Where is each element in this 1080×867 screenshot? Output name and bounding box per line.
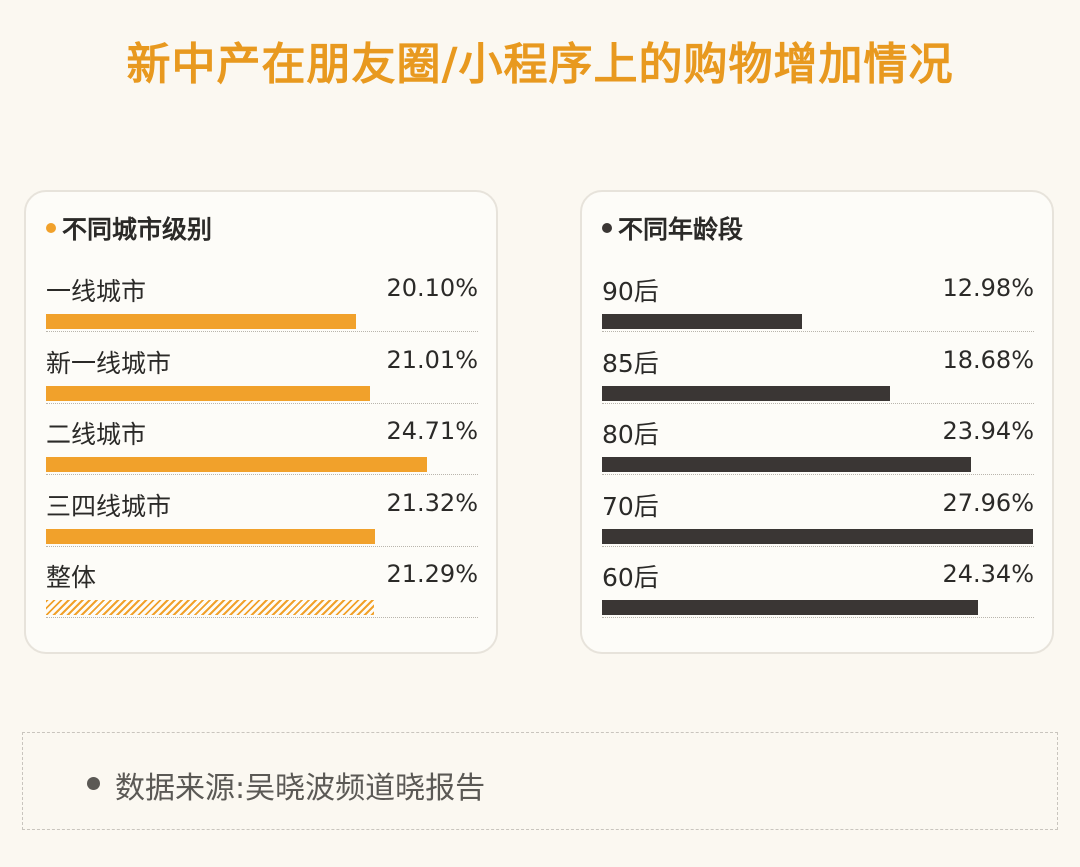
- bar: [46, 457, 428, 472]
- category-label: 整体: [46, 563, 97, 592]
- category-label: 三四线城市: [46, 491, 172, 521]
- city-level-title: 不同城市级别: [62, 215, 213, 244]
- bar: [602, 385, 891, 401]
- bar-row: 85后 18.68%: [602, 344, 1034, 414]
- bar-row: 新一线城市 21.01%: [46, 344, 478, 414]
- bar: [46, 314, 357, 329]
- category-label: 二线城市: [46, 420, 147, 449]
- city-level-panel: 不同城市级别 一线城市 20.10% 新一线城市 21.01% 二线城市 24.71% 三四…: [24, 190, 498, 654]
- age-group-title: 不同年龄段: [618, 215, 744, 244]
- bar: [602, 600, 978, 615]
- source-footer: 数据来源:吴晓波频道晓报告: [22, 732, 1058, 830]
- age-group-panel: 不同年龄段 90后 12.98% 85后 18.68% 80后 23.94% 70后 27.9…: [580, 190, 1054, 654]
- bar-row: 70后 27.96%: [602, 487, 1034, 557]
- value-label: 27.96%: [942, 488, 1034, 517]
- category-label: 一线城市: [46, 277, 147, 306]
- bar-row: 三四线城市 21.32%: [46, 487, 478, 557]
- bullet-icon: [87, 777, 100, 790]
- divider: [602, 402, 1034, 404]
- category-label: 60后: [602, 563, 659, 592]
- category-label: 85后: [602, 348, 659, 378]
- bar-row: 一线城市 20.10%: [46, 272, 478, 342]
- divider: [602, 474, 1034, 475]
- value-label: 21.32%: [386, 488, 478, 517]
- bar-row: 60后 24.34%: [602, 558, 1034, 628]
- bar: [46, 528, 375, 544]
- category-label: 新一线城市: [46, 348, 172, 378]
- divider: [602, 617, 1034, 618]
- value-label: 24.34%: [942, 560, 1034, 588]
- bullet-icon: [46, 223, 56, 233]
- bullet-icon: [602, 223, 612, 233]
- bar-row: 90后 12.98%: [602, 272, 1034, 342]
- bar: [602, 457, 972, 472]
- value-label: 23.94%: [942, 417, 1034, 445]
- source-text: 数据来源:吴晓波频道晓报告: [115, 771, 486, 806]
- bar: [602, 314, 803, 329]
- divider: [602, 331, 1034, 332]
- value-label: 21.01%: [386, 345, 478, 374]
- divider: [46, 474, 478, 475]
- value-label: 21.29%: [386, 560, 478, 588]
- page-title: 新中产在朋友圈/小程序上的购物增加情况: [126, 39, 954, 90]
- bar: [602, 528, 1034, 544]
- divider: [46, 402, 478, 404]
- bar: [46, 600, 375, 615]
- category-label: 80后: [602, 420, 659, 449]
- value-label: 12.98%: [942, 274, 1034, 302]
- bar-row: 整体 21.29%: [46, 558, 478, 628]
- bar-row: 二线城市 24.71%: [46, 415, 478, 485]
- divider: [46, 331, 478, 332]
- value-label: 18.68%: [942, 345, 1034, 374]
- category-label: 70后: [602, 491, 659, 521]
- value-label: 24.71%: [386, 417, 478, 445]
- value-label: 20.10%: [386, 274, 478, 302]
- divider: [46, 545, 478, 547]
- divider: [602, 545, 1034, 547]
- city-level-header: 不同城市级别: [46, 210, 212, 246]
- bar-row: 80后 23.94%: [602, 415, 1034, 485]
- bar: [46, 385, 371, 401]
- age-group-header: 不同年龄段: [602, 210, 743, 246]
- category-label: 90后: [602, 277, 659, 306]
- divider: [46, 617, 478, 618]
